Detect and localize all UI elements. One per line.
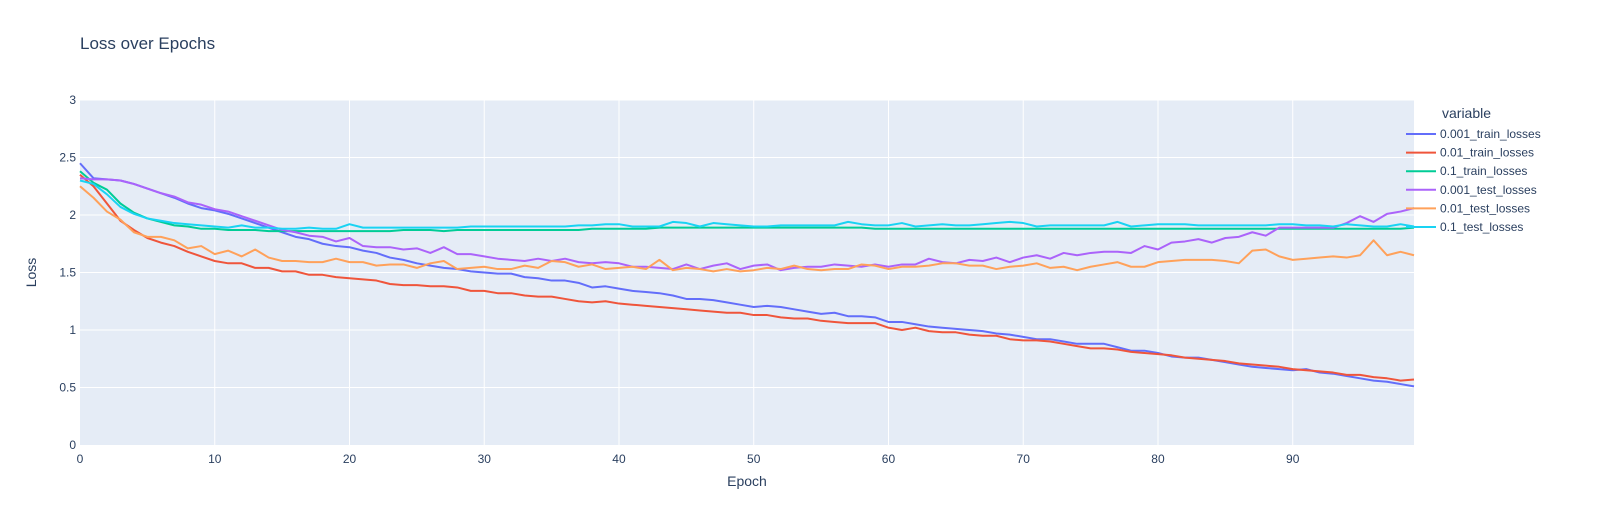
chart-title: Loss over Epochs — [80, 34, 215, 53]
legend: variable 0.001_train_losses 0.01_train_lo… — [1406, 105, 1541, 234]
legend-item: 0.01_train_losses — [1406, 146, 1534, 160]
legend-label: 0.1_train_losses — [1440, 164, 1527, 178]
series-line-0-01-train-losses — [79, 173, 1415, 382]
y-tick-label: 2.5 — [59, 151, 76, 165]
legend-title: variable — [1442, 105, 1491, 121]
x-tick-label: 50 — [747, 452, 761, 466]
x-tick-label: 0 — [77, 452, 84, 466]
grid-lines — [80, 99, 1414, 445]
x-tick-label: 20 — [343, 452, 357, 466]
series-line-0-1-train-losses — [79, 170, 1415, 233]
legend-item: 0.001_train_losses — [1406, 127, 1541, 141]
legend-item: 0.1_test_losses — [1406, 220, 1523, 234]
x-axis-label: Epoch — [727, 473, 767, 489]
y-tick-label: 0.5 — [59, 381, 76, 395]
x-tick-label: 40 — [612, 452, 626, 466]
legend-label: 0.01_test_losses — [1440, 201, 1530, 215]
y-axis-label: Loss — [23, 258, 39, 288]
y-tick-label: 2 — [69, 208, 76, 222]
legend-item: 0.001_test_losses — [1406, 183, 1537, 197]
x-tick-label: 70 — [1017, 452, 1031, 466]
legend-items: 0.001_train_losses 0.01_train_losses 0.1_t… — [1406, 127, 1541, 234]
series-line-0-01-test-losses — [79, 185, 1415, 273]
legend-label: 0.1_test_losses — [1440, 220, 1523, 234]
x-tick-label: 10 — [208, 452, 222, 466]
legend-item: 0.01_test_losses — [1406, 201, 1530, 215]
y-tick-label: 3 — [69, 93, 76, 107]
y-tick-label: 1 — [69, 323, 76, 337]
series-line-0-1-test-losses — [79, 179, 1415, 230]
y-tick-labels: 0 0.5 1 1.5 2 2.5 3 — [59, 93, 76, 452]
legend-label: 0.001_train_losses — [1440, 127, 1541, 141]
x-tick-label: 90 — [1286, 452, 1300, 466]
series-lines — [79, 162, 1415, 388]
legend-label: 0.01_train_losses — [1440, 146, 1534, 160]
y-tick-label: 0 — [69, 438, 76, 452]
x-tick-label: 80 — [1151, 452, 1165, 466]
series-line-0-001-test-losses — [79, 177, 1415, 272]
legend-label: 0.001_test_losses — [1440, 183, 1537, 197]
x-tick-label: 30 — [478, 452, 492, 466]
x-tick-label: 60 — [882, 452, 896, 466]
y-tick-label: 1.5 — [59, 266, 76, 280]
legend-item: 0.1_train_losses — [1406, 164, 1527, 178]
x-tick-labels: 0 10 20 30 40 50 60 70 80 90 — [77, 452, 1300, 466]
